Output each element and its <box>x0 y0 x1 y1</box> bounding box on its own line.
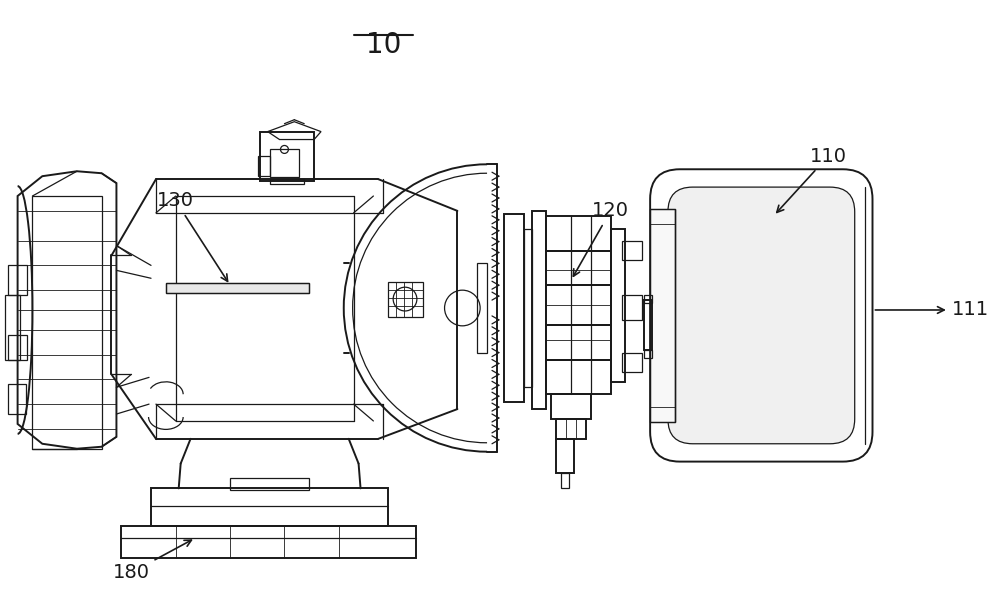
FancyBboxPatch shape <box>668 187 855 444</box>
Bar <box>551 394 591 419</box>
Bar <box>166 283 309 293</box>
Bar <box>5 295 20 360</box>
Bar <box>561 474 569 488</box>
Bar <box>622 241 642 261</box>
Bar <box>270 179 304 184</box>
Bar <box>650 209 675 422</box>
Bar <box>258 156 270 176</box>
Bar <box>32 196 102 448</box>
Bar <box>388 282 423 317</box>
Bar <box>151 488 388 526</box>
Text: 110: 110 <box>777 147 847 213</box>
Bar <box>546 325 611 360</box>
Text: 180: 180 <box>113 540 191 582</box>
Text: 120: 120 <box>573 201 629 276</box>
Text: 111: 111 <box>875 301 989 320</box>
Bar <box>8 384 26 414</box>
Bar <box>532 211 546 409</box>
Bar <box>8 265 27 295</box>
Bar <box>611 229 625 383</box>
Bar <box>166 283 309 293</box>
Text: 130: 130 <box>157 192 228 282</box>
Bar <box>524 229 532 387</box>
Bar <box>546 251 611 285</box>
Bar <box>504 214 524 402</box>
Bar <box>644 300 652 350</box>
Bar <box>270 150 299 177</box>
Bar <box>546 360 611 394</box>
Text: 10: 10 <box>366 31 401 59</box>
Bar <box>556 419 586 439</box>
Bar <box>8 334 27 360</box>
Bar <box>230 479 309 490</box>
Bar <box>546 285 611 325</box>
Bar <box>260 132 314 181</box>
Bar <box>121 526 416 557</box>
Bar <box>622 352 642 373</box>
Bar <box>650 209 675 422</box>
Bar <box>556 439 574 474</box>
Bar <box>644 350 652 357</box>
Bar <box>546 216 611 251</box>
Bar <box>644 295 652 303</box>
Bar <box>622 295 642 320</box>
Bar <box>477 264 487 352</box>
